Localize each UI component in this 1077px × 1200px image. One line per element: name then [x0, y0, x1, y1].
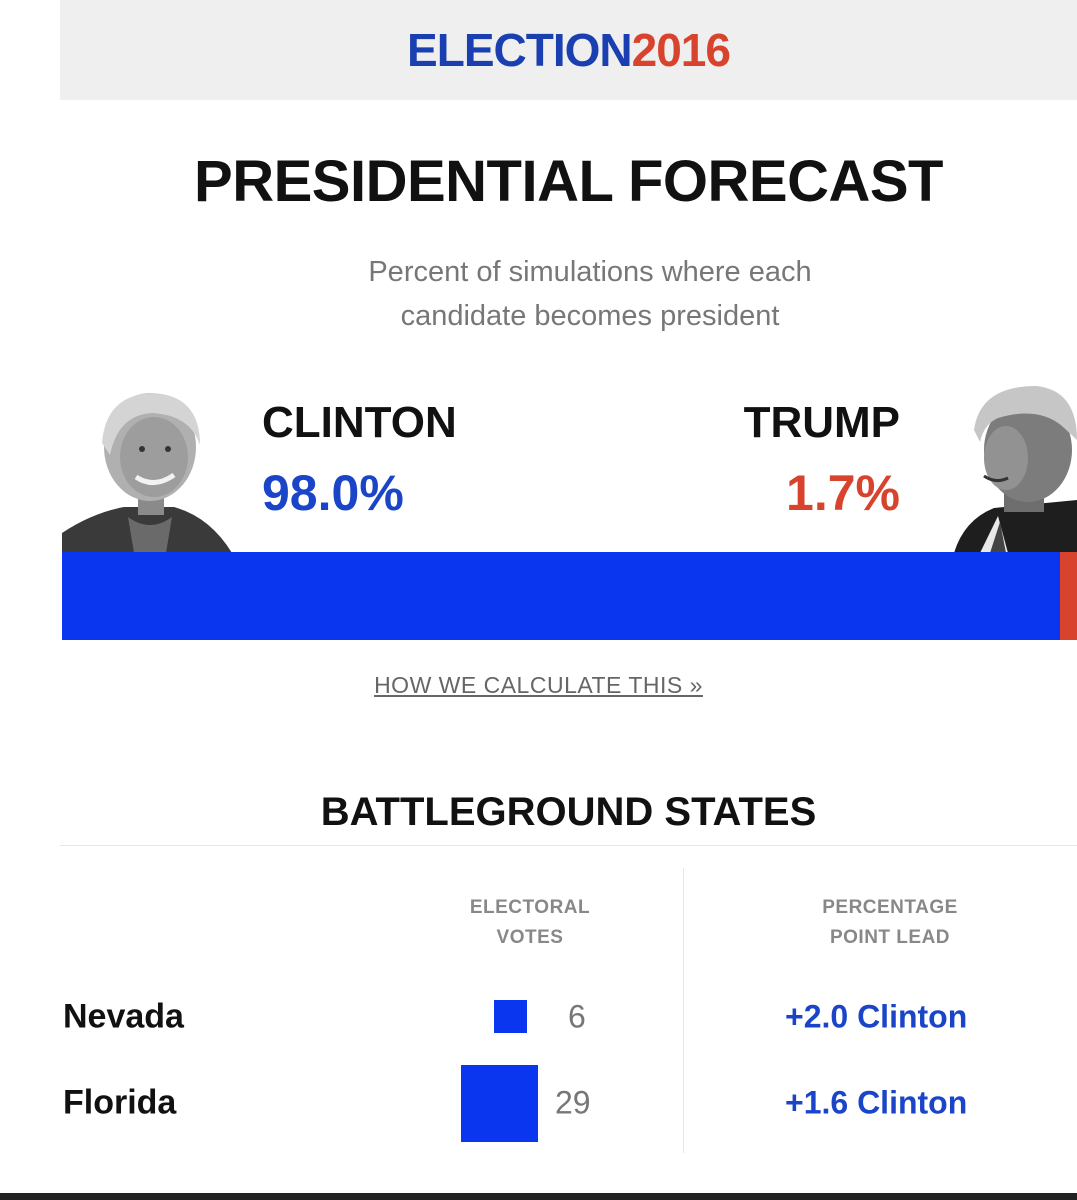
- electoral-votes-value: 29: [555, 1084, 591, 1121]
- clinton-percent: 98.0%: [262, 465, 404, 521]
- table-row: Florida 29 +1.6 Clinton: [0, 1065, 1077, 1142]
- table-row: Nevada 6 +2.0 Clinton: [0, 982, 1077, 1052]
- point-lead-value: +1.6 Clinton: [785, 1084, 968, 1121]
- how-we-calculate-link[interactable]: HOW WE CALCULATE THIS »: [374, 672, 703, 698]
- brand-logo[interactable]: ELECTION2016: [407, 23, 731, 77]
- electoral-votes-value: 6: [568, 998, 586, 1035]
- bottom-border: [0, 1193, 1077, 1200]
- trump-portrait: [950, 380, 1077, 553]
- electoral-votes-square: [461, 1065, 538, 1142]
- subtitle-line-1: Percent of simulations where each: [368, 256, 812, 288]
- state-name: Florida: [63, 1083, 177, 1122]
- column-divider: [683, 868, 684, 1153]
- brand-election: ELECTION: [407, 24, 633, 76]
- battleground-title: BATTLEGROUND STATES: [320, 790, 817, 834]
- clinton-probability-segment: [62, 552, 1060, 640]
- point-lead-header-line-2: POINT LEAD: [829, 927, 951, 948]
- state-name: Nevada: [63, 997, 184, 1036]
- point-lead-value: +2.0 Clinton: [785, 998, 968, 1035]
- subtitle-line-2: candidate becomes president: [400, 300, 780, 332]
- clinton-portrait: [62, 385, 238, 553]
- page-title: PRESIDENTIAL FORECAST: [194, 149, 943, 214]
- trump-percent: 1.7%: [786, 465, 900, 521]
- header-bar: ELECTION2016: [60, 0, 1077, 100]
- trump-probability-segment: [1059, 552, 1077, 640]
- brand-year: 2016: [631, 24, 731, 76]
- point-lead-header-line-1: PERCENTAGE: [822, 897, 958, 918]
- forecast-probability-bar: [62, 552, 1077, 640]
- trump-name: TRUMP: [743, 398, 900, 447]
- clinton-name: CLINTON: [262, 398, 457, 447]
- electoral-votes-header-line-1: ELECTORAL: [469, 897, 591, 918]
- section-divider: [60, 845, 1077, 846]
- point-lead-header: PERCENTAGE POINT LEAD: [770, 893, 1010, 953]
- electoral-votes-header-line-2: VOTES: [496, 927, 564, 948]
- forecast-subtitle: Percent of simulations where each candid…: [300, 250, 880, 338]
- electoral-votes-header: ELECTORAL VOTES: [430, 893, 630, 953]
- electoral-votes-square: [494, 1000, 527, 1033]
